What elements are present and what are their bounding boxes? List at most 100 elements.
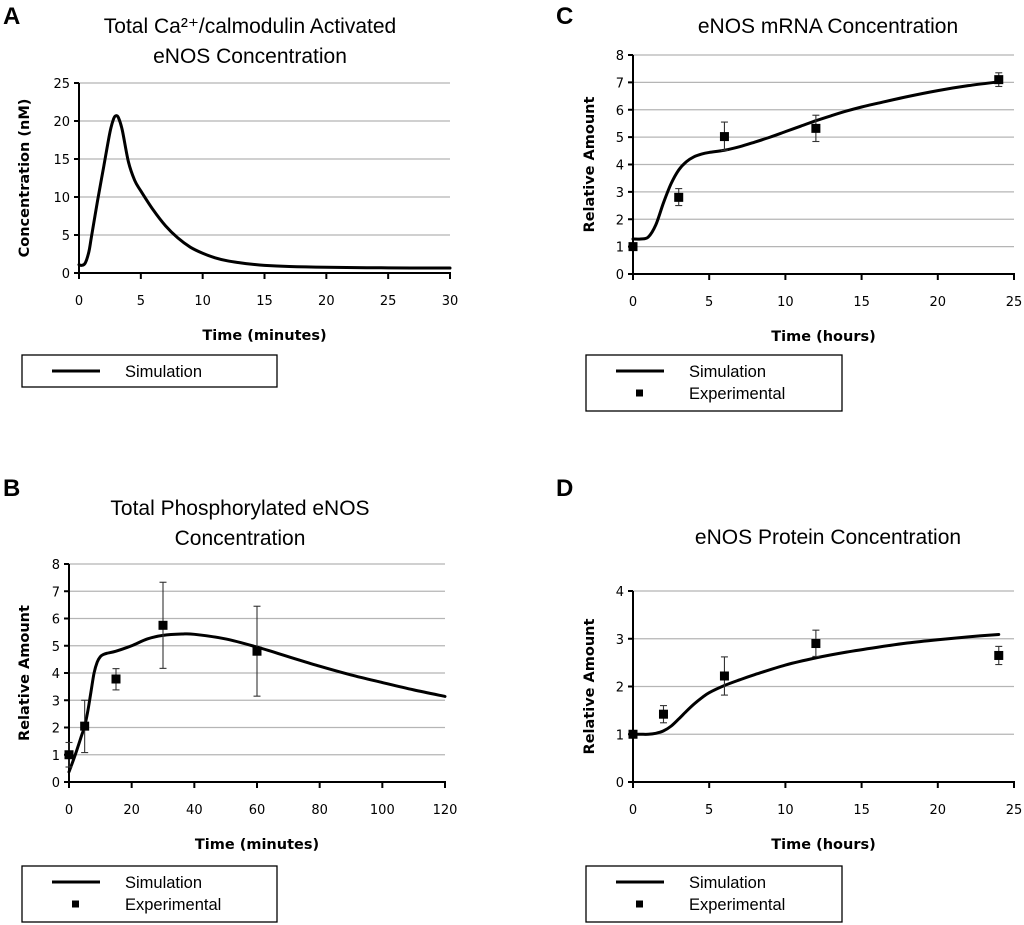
legend-box: [585, 865, 843, 923]
y-tick-label: 6: [52, 613, 60, 628]
x-axis-label: Time (minutes): [202, 328, 326, 344]
legend-label: Simulation: [689, 874, 766, 892]
x-axis-label: Time (minutes): [195, 837, 319, 853]
x-axis-label: Time (hours): [771, 837, 876, 853]
x-tick-label: 15: [853, 803, 870, 818]
y-tick-label: 3: [52, 694, 60, 709]
legend-square-icon: [72, 900, 79, 908]
x-tick-label: 0: [65, 803, 73, 818]
legend-label: Simulation: [689, 363, 766, 381]
legend-square-icon: [636, 900, 643, 908]
simulation-line: [67, 632, 447, 774]
x-tick-label: 0: [629, 295, 637, 310]
experimental-point: [994, 650, 1004, 660]
chart-title: Total Ca²⁺/calmodulin Activated: [104, 15, 396, 38]
y-tick-label: 4: [616, 159, 624, 174]
y-tick-label: 4: [52, 667, 60, 682]
y-tick-label: 7: [616, 76, 624, 91]
experimental-point: [111, 674, 121, 684]
chart-panel-b: B Total Phosphorylated eNOS Concentration 0…: [3, 475, 458, 923]
x-axis-label: Time (hours): [771, 329, 876, 345]
legend: Simulation: [21, 354, 278, 388]
y-tick-label: 1: [52, 749, 60, 764]
y-tick-label: 1: [616, 241, 624, 256]
x-tick-label: 20: [318, 294, 335, 309]
legend-square-icon: [636, 389, 643, 397]
y-tick-label: 6: [616, 104, 624, 119]
x-tick-label: 25: [380, 294, 397, 309]
legend-label: Simulation: [125, 874, 202, 892]
x-tick-label: 0: [629, 803, 637, 818]
panel-letter: D: [556, 475, 573, 502]
legend: Simulation Experimental: [585, 865, 843, 923]
x-tick-label: 25: [1006, 803, 1023, 818]
y-tick-label: 3: [616, 633, 624, 648]
y-tick-label: 0: [616, 776, 624, 791]
x-tick-label: 100: [370, 803, 395, 818]
chart-title: eNOS mRNA Concentration: [698, 15, 958, 38]
y-tick-label: 15: [53, 153, 70, 168]
y-tick-label: 2: [616, 213, 624, 228]
legend: Simulation Experimental: [585, 354, 843, 412]
y-tick-label: 2: [616, 681, 624, 696]
legend-label: Experimental: [689, 896, 785, 914]
x-tick-label: 40: [186, 803, 203, 818]
y-tick-label: 0: [52, 776, 60, 791]
chart-panel-a: A Total Ca²⁺/calmodulin Activated eNOS Con…: [3, 3, 459, 388]
x-tick-label: 25: [1006, 295, 1023, 310]
y-tick-label: 3: [616, 186, 624, 201]
experimental-point: [252, 646, 262, 656]
x-tick-label: 20: [930, 295, 947, 310]
chart-title: Total Phosphorylated eNOS: [110, 497, 369, 520]
experimental-point: [158, 620, 168, 630]
panel-letter: A: [3, 3, 20, 30]
x-tick-label: 15: [256, 294, 273, 309]
y-axis-label: Relative Amount: [582, 619, 598, 755]
experimental-point: [719, 132, 729, 142]
x-tick-label: 5: [137, 294, 145, 309]
x-tick-label: 30: [442, 294, 459, 309]
y-tick-label: 5: [62, 229, 70, 244]
legend-box: [21, 865, 278, 923]
x-tick-label: 10: [777, 295, 794, 310]
x-tick-label: 10: [194, 294, 211, 309]
x-tick-label: 60: [249, 803, 266, 818]
y-tick-label: 5: [52, 640, 60, 655]
experimental-point: [628, 729, 638, 739]
x-tick-label: 5: [705, 295, 713, 310]
x-tick-label: 10: [777, 803, 794, 818]
experimental-point: [811, 123, 821, 133]
y-tick-label: 0: [616, 268, 624, 283]
y-axis-label: Relative Amount: [17, 605, 33, 741]
experimental-point: [80, 721, 90, 731]
legend-box: [585, 354, 843, 412]
legend: Simulation Experimental: [21, 865, 278, 923]
legend-label: Experimental: [125, 896, 221, 914]
panel-letter: B: [3, 475, 20, 502]
experimental-point: [719, 671, 729, 681]
y-tick-label: 10: [53, 191, 70, 206]
simulation-line: [631, 632, 1001, 736]
y-tick-label: 1: [616, 728, 624, 743]
x-tick-label: 0: [75, 294, 83, 309]
x-tick-label: 20: [123, 803, 140, 818]
y-tick-label: 7: [52, 585, 60, 600]
chart-title: Concentration: [175, 527, 306, 550]
y-tick-label: 8: [52, 558, 60, 573]
legend-label: Simulation: [125, 363, 202, 381]
y-tick-label: 2: [52, 722, 60, 737]
x-tick-label: 15: [853, 295, 870, 310]
y-tick-label: 4: [616, 585, 624, 600]
x-tick-label: 5: [705, 803, 713, 818]
experimental-point: [64, 750, 74, 760]
y-axis-label: Relative Amount: [582, 97, 598, 233]
y-tick-label: 20: [53, 115, 70, 130]
experimental-point: [994, 75, 1004, 85]
simulation-line: [631, 80, 1001, 241]
x-tick-label: 120: [433, 803, 458, 818]
chart-title: eNOS Concentration: [153, 45, 347, 68]
chart-title: eNOS Protein Concentration: [695, 526, 961, 549]
